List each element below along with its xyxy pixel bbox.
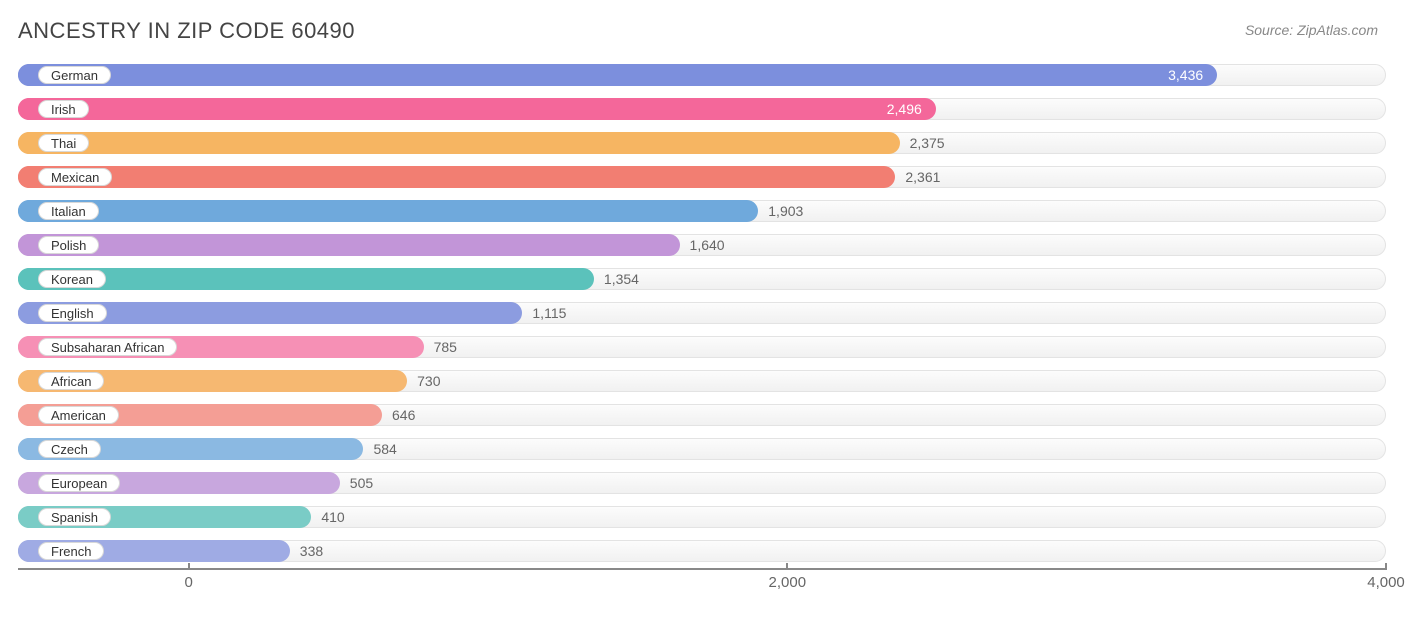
plot-area: German3,436Irish2,496Thai2,375Mexican2,3… bbox=[18, 58, 1386, 598]
bar bbox=[18, 200, 758, 222]
chart-source: Source: ZipAtlas.com bbox=[1245, 22, 1378, 38]
bar-value: 1,640 bbox=[680, 234, 725, 256]
chart-container: ANCESTRY IN ZIP CODE 60490 Source: ZipAt… bbox=[0, 0, 1406, 644]
bar-value: 584 bbox=[363, 438, 396, 460]
bar-row: Mexican 2,361 bbox=[18, 160, 1386, 194]
bar-value: 2,375 bbox=[900, 132, 945, 154]
bar-cap bbox=[18, 540, 38, 562]
bar-label: Italian bbox=[38, 202, 99, 220]
bar-value: 1,903 bbox=[758, 200, 803, 222]
chart-title: ANCESTRY IN ZIP CODE 60490 bbox=[18, 18, 1386, 44]
bar-cap bbox=[18, 234, 38, 256]
bar-value: 646 bbox=[382, 404, 415, 426]
bar-cap bbox=[18, 302, 38, 324]
bar-label: French bbox=[38, 542, 104, 560]
bar-row: English 1,115 bbox=[18, 296, 1386, 330]
bar-value: 3,436 bbox=[18, 64, 1217, 86]
bar-value: 410 bbox=[311, 506, 344, 528]
bar-label: American bbox=[38, 406, 119, 424]
bar-row: Subsaharan African 785 bbox=[18, 330, 1386, 364]
bars-wrap: German3,436Irish2,496Thai2,375Mexican2,3… bbox=[18, 58, 1386, 568]
bar-row: French 338 bbox=[18, 534, 1386, 568]
bar-label: African bbox=[38, 372, 104, 390]
bar-row: Spanish 410 bbox=[18, 500, 1386, 534]
bar bbox=[18, 132, 900, 154]
bar-label: Korean bbox=[38, 270, 106, 288]
bar-value: 505 bbox=[340, 472, 373, 494]
x-tick-label: 2,000 bbox=[769, 574, 807, 591]
bar-row: European 505 bbox=[18, 466, 1386, 500]
x-tick bbox=[786, 563, 788, 570]
bar-cap bbox=[18, 336, 38, 358]
bar-cap bbox=[18, 370, 38, 392]
bar-label: Czech bbox=[38, 440, 101, 458]
bar-value: 730 bbox=[407, 370, 440, 392]
bar-value: 2,496 bbox=[18, 98, 936, 120]
bar-row: Italian 1,903 bbox=[18, 194, 1386, 228]
bar-label: Irish bbox=[38, 100, 89, 118]
x-tick bbox=[188, 563, 190, 570]
bar-label: German bbox=[38, 66, 111, 84]
bar-label: Mexican bbox=[38, 168, 112, 186]
bar-cap bbox=[18, 200, 38, 222]
bar-row: Korean 1,354 bbox=[18, 262, 1386, 296]
bar-label: Polish bbox=[38, 236, 99, 254]
x-tick-label: 0 bbox=[184, 574, 192, 591]
bar-value: 785 bbox=[424, 336, 457, 358]
bar-row: German3,436 bbox=[18, 58, 1386, 92]
bar-row: Irish2,496 bbox=[18, 92, 1386, 126]
bar-label: Subsaharan African bbox=[38, 338, 177, 356]
bar-cap bbox=[18, 472, 38, 494]
bar-label: English bbox=[38, 304, 107, 322]
bar-row: Czech 584 bbox=[18, 432, 1386, 466]
bar-value: 338 bbox=[290, 540, 323, 562]
bar-cap bbox=[18, 166, 38, 188]
x-axis: 02,0004,000 bbox=[18, 568, 1386, 598]
bar bbox=[18, 234, 680, 256]
bar-row: African 730 bbox=[18, 364, 1386, 398]
bar-row: American 646 bbox=[18, 398, 1386, 432]
bar-row: Thai 2,375 bbox=[18, 126, 1386, 160]
bar bbox=[18, 166, 895, 188]
bar-value: 2,361 bbox=[895, 166, 940, 188]
bar-value: 1,354 bbox=[594, 268, 639, 290]
bar-label: Spanish bbox=[38, 508, 111, 526]
bar-cap bbox=[18, 404, 38, 426]
bar-row: Polish 1,640 bbox=[18, 228, 1386, 262]
bar-cap bbox=[18, 268, 38, 290]
bar-cap bbox=[18, 132, 38, 154]
bar-cap bbox=[18, 506, 38, 528]
x-tick-label: 4,000 bbox=[1367, 574, 1405, 591]
bar-cap bbox=[18, 438, 38, 460]
bar-label: European bbox=[38, 474, 120, 492]
x-tick bbox=[1385, 563, 1387, 570]
bar-label: Thai bbox=[38, 134, 89, 152]
bar-value: 1,115 bbox=[522, 302, 566, 324]
